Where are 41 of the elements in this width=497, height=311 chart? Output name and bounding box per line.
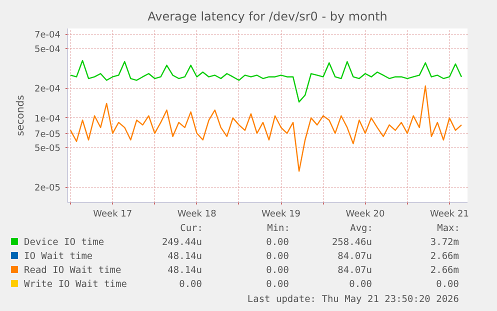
- text: 48.14u: [166, 250, 203, 264]
- y-tick-label: 2e-04: [34, 84, 61, 95]
- text: Min:: [266, 222, 290, 236]
- text: 258.46u: [330, 236, 373, 250]
- x-tick-label: Week 21: [430, 210, 469, 220]
- x-tick-label: Week 19: [262, 210, 301, 220]
- y-tick-label: 5e-04: [34, 45, 61, 56]
- y-tick-label: 7e-04: [34, 30, 61, 41]
- text: 3.72m: [429, 236, 460, 250]
- text: 0.00: [265, 264, 290, 278]
- x-tick-label: Week 17: [93, 210, 132, 220]
- y-tick-label: 5e-05: [34, 144, 61, 154]
- text: 2.66m: [429, 264, 460, 278]
- text: 48.14u: [166, 264, 203, 278]
- y-axis-title: seconds: [16, 95, 27, 136]
- y-tick-label: 7e-05: [34, 130, 61, 140]
- x-tick-label: Week 18: [177, 210, 217, 220]
- y-tick-label: 1e-04: [34, 114, 61, 124]
- text: 2.66m: [429, 250, 460, 264]
- text: Avg:: [349, 222, 373, 236]
- legend-label: Read IO Wait time: [23, 264, 122, 278]
- text: 84.07u: [336, 264, 373, 278]
- text: 249.44u: [160, 236, 203, 250]
- legend-label: Device IO time: [23, 236, 106, 250]
- text: 0.00: [178, 278, 203, 292]
- text: 0.00: [348, 278, 373, 292]
- text: 0.00: [265, 250, 290, 264]
- text: Last update: Thu May 21 23:50:20 2026: [246, 292, 460, 307]
- chart-title: Average latency for /dev/sr0 - by month: [148, 10, 388, 24]
- line-series: [70, 85, 462, 172]
- y-tick-label: 2e-05: [34, 184, 61, 194]
- text: Max:: [436, 222, 460, 236]
- text: 0.00: [265, 236, 290, 250]
- legend-label: IO Wait time: [23, 250, 94, 264]
- line-series: [70, 60, 462, 103]
- text: 0.00: [435, 278, 460, 292]
- legend-label: Write IO Wait time: [23, 278, 128, 292]
- text: 0.00: [265, 278, 290, 292]
- text: 84.07u: [336, 250, 373, 264]
- text: Cur:: [179, 222, 203, 236]
- x-tick-label: Week 20: [346, 210, 386, 220]
